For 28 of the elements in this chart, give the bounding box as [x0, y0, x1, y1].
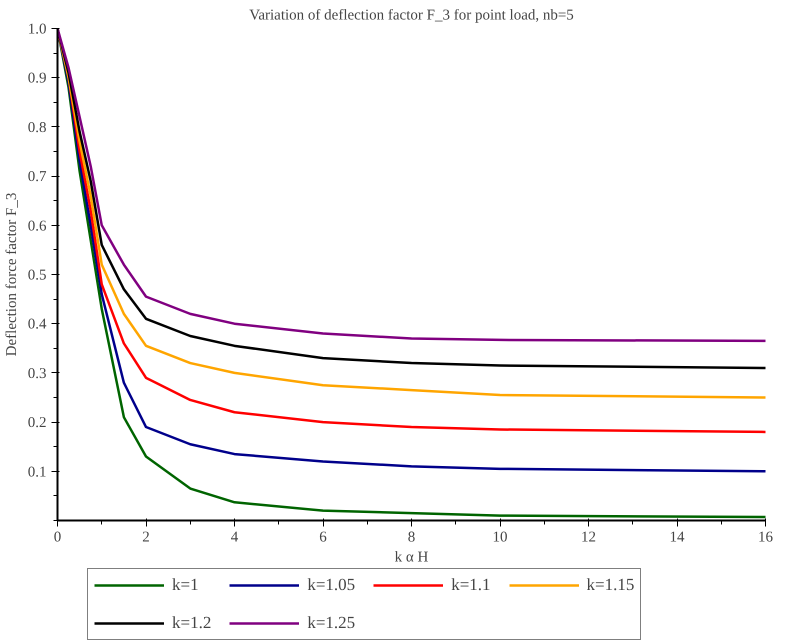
legend-label: k=1	[172, 575, 199, 595]
legend-label: k=1.15	[586, 575, 634, 595]
y-tick-label: 0.4	[28, 316, 47, 333]
chart-title: Variation of deflection factor F_3 for point load, nb=5	[249, 8, 574, 24]
x-tick-label: 2	[142, 530, 150, 546]
y-tick-label: 0.5	[28, 268, 46, 284]
y-tick-label: 0.3	[28, 366, 46, 382]
x-tick-label: 0	[54, 530, 62, 546]
y-tick-label: 0.2	[28, 415, 46, 432]
y-axis-title: Deflection force factor F_3	[4, 192, 20, 356]
x-tick-label: 6	[319, 530, 328, 546]
legend-label: k=1.05	[307, 575, 356, 595]
legend-label: k=1.2	[172, 613, 212, 633]
x-tick-label: 10	[492, 530, 508, 546]
y-tick-label: 0.8	[28, 120, 46, 136]
x-axis-title: k α H	[394, 550, 429, 566]
y-tick-label: 0.7	[28, 169, 47, 186]
y-tick-label: 1.0	[28, 22, 46, 38]
x-tick-label: 4	[230, 530, 239, 546]
x-tick-label: 12	[581, 530, 596, 546]
legend-label: k=1.1	[451, 575, 491, 595]
legend-label: k=1.25	[307, 613, 356, 633]
y-tick-label: 0.1	[28, 464, 46, 480]
y-tick-label: 0.6	[28, 218, 47, 234]
y-tick-label: 0.9	[28, 70, 46, 87]
x-tick-label: 8	[408, 530, 416, 546]
x-tick-label: 16	[758, 530, 774, 546]
x-tick-label: 14	[670, 530, 685, 546]
